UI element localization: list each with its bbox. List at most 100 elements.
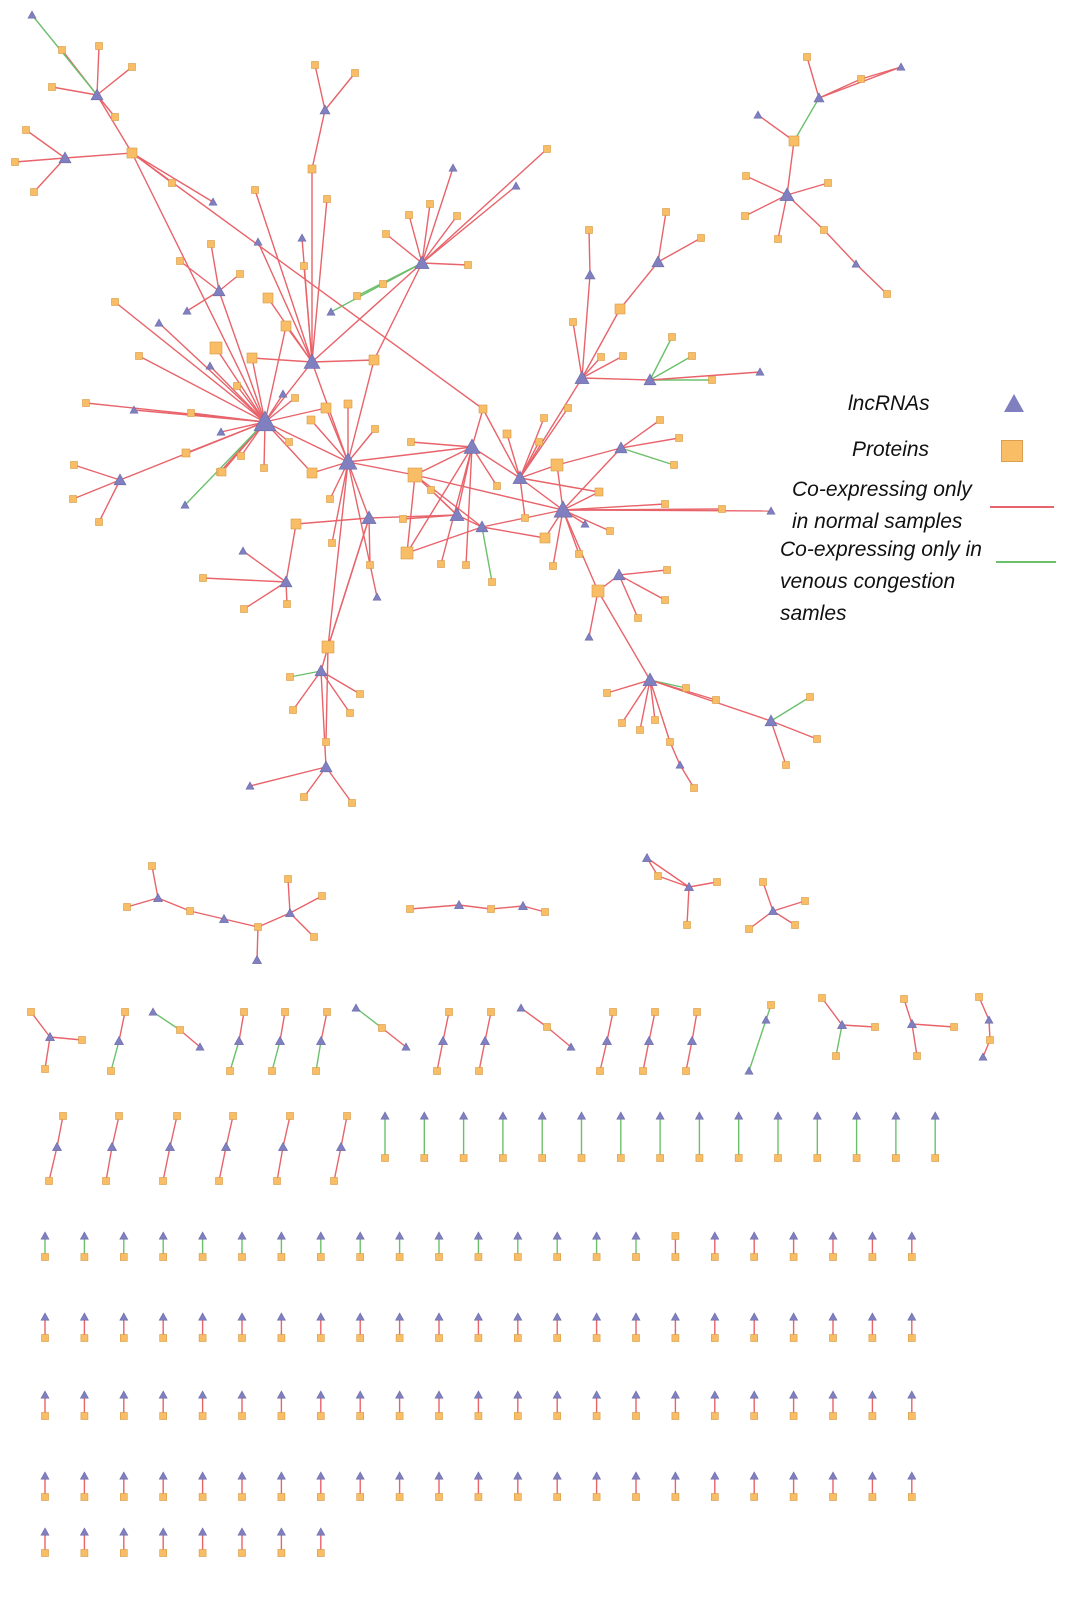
protein-node (868, 1253, 877, 1261)
lncrna-node (907, 1312, 917, 1321)
protein-node (693, 1008, 701, 1016)
normal-edge (264, 325, 287, 423)
protein-node (651, 716, 659, 724)
protein-node (268, 1067, 276, 1075)
lncrna-node (198, 1390, 208, 1399)
normal-edge (406, 474, 416, 554)
protein-node (712, 696, 720, 704)
normal-edge (823, 229, 857, 265)
protein-node (474, 1334, 483, 1342)
protein-node (128, 63, 136, 71)
normal-edge (430, 489, 458, 516)
normal-edge (44, 1036, 51, 1070)
protein-node (378, 1024, 386, 1032)
normal-edge (151, 865, 159, 899)
normal-edge (311, 198, 328, 363)
lncrna-node (828, 1231, 838, 1240)
protein-node (41, 1253, 49, 1261)
normal-edge (64, 152, 133, 159)
protein-node (281, 1008, 289, 1016)
normal-edge (588, 229, 591, 276)
protein-node (198, 1412, 207, 1420)
protein-node (829, 1412, 837, 1420)
normal-edge (619, 261, 659, 310)
normal-edge (841, 1024, 876, 1028)
lncrna-node (584, 269, 596, 280)
lncrna-node (614, 441, 628, 454)
lncrna-node (276, 1390, 286, 1399)
lncrna-node (773, 1111, 783, 1120)
normal-edge (327, 517, 370, 648)
lncrna-node (463, 438, 481, 454)
protein-node (634, 614, 642, 622)
protein-node (199, 574, 207, 582)
lncrna-node (316, 1390, 326, 1399)
normal-edge (314, 64, 326, 111)
normal-edge (806, 56, 820, 99)
normal-edge (373, 262, 423, 361)
lncrna-node (158, 1471, 168, 1480)
protein-node (95, 42, 103, 50)
normal-edge (225, 1115, 234, 1148)
protein-node (80, 1253, 89, 1261)
lncrna-node (216, 427, 226, 436)
lncrna-node (434, 1231, 444, 1240)
lncrna-node (154, 318, 164, 327)
lncrna-node (643, 373, 657, 386)
protein-node (198, 1493, 207, 1501)
protein-node (594, 487, 604, 497)
protein-node (661, 596, 669, 604)
lncrna-node (419, 1111, 429, 1120)
normal-edge (657, 237, 702, 263)
protein-node (379, 280, 387, 288)
protein-node (233, 382, 241, 390)
protein-node (80, 1549, 89, 1557)
normal-edge (770, 720, 787, 766)
protein-node (750, 1334, 759, 1342)
protein-node (198, 1549, 207, 1557)
normal-edge (223, 918, 259, 928)
lncrna-node (631, 1471, 641, 1480)
normal-edge (757, 114, 795, 142)
protein-node (829, 1334, 837, 1342)
protein-node (710, 1412, 719, 1420)
protein-node (123, 903, 131, 911)
normal-edge (519, 407, 569, 479)
protein-node (513, 1412, 522, 1420)
normal-edge (599, 1040, 608, 1072)
protein-node (27, 1008, 35, 1016)
normal-edge (72, 479, 121, 500)
protein-node (95, 518, 103, 526)
normal-edge (777, 194, 788, 240)
protein-node (564, 404, 572, 412)
protein-node (661, 500, 669, 508)
lncrna-node (44, 1031, 56, 1041)
normal-edge (458, 904, 492, 910)
congestion-edge-swatch (996, 561, 1056, 563)
lncrna-node (552, 1231, 562, 1240)
protein-node (513, 1334, 522, 1342)
normal-edge (333, 1146, 342, 1182)
protein-node (474, 1493, 483, 1501)
lncrna-node (251, 954, 263, 964)
lncrna-node (198, 1471, 208, 1480)
protein-node (513, 1253, 522, 1261)
lncrna-node (978, 1052, 988, 1061)
lncrna-node (479, 1035, 491, 1045)
protein-node (553, 1253, 562, 1261)
protein-node (407, 467, 423, 483)
protein-node (592, 1493, 601, 1501)
lncrna-node (119, 1231, 129, 1240)
lncrna-node (158, 1390, 168, 1399)
protein-node (426, 200, 434, 208)
protein-node (70, 461, 78, 469)
lncrna-node (516, 1003, 526, 1012)
normal-edge-swatch (990, 506, 1054, 508)
normal-edge (320, 1011, 328, 1042)
protein-node (666, 738, 674, 746)
protein-node (316, 1334, 325, 1342)
lncrna-node (79, 1471, 89, 1480)
protein-node (789, 1253, 798, 1261)
protein-node (107, 1067, 115, 1075)
protein-node (774, 1154, 782, 1162)
